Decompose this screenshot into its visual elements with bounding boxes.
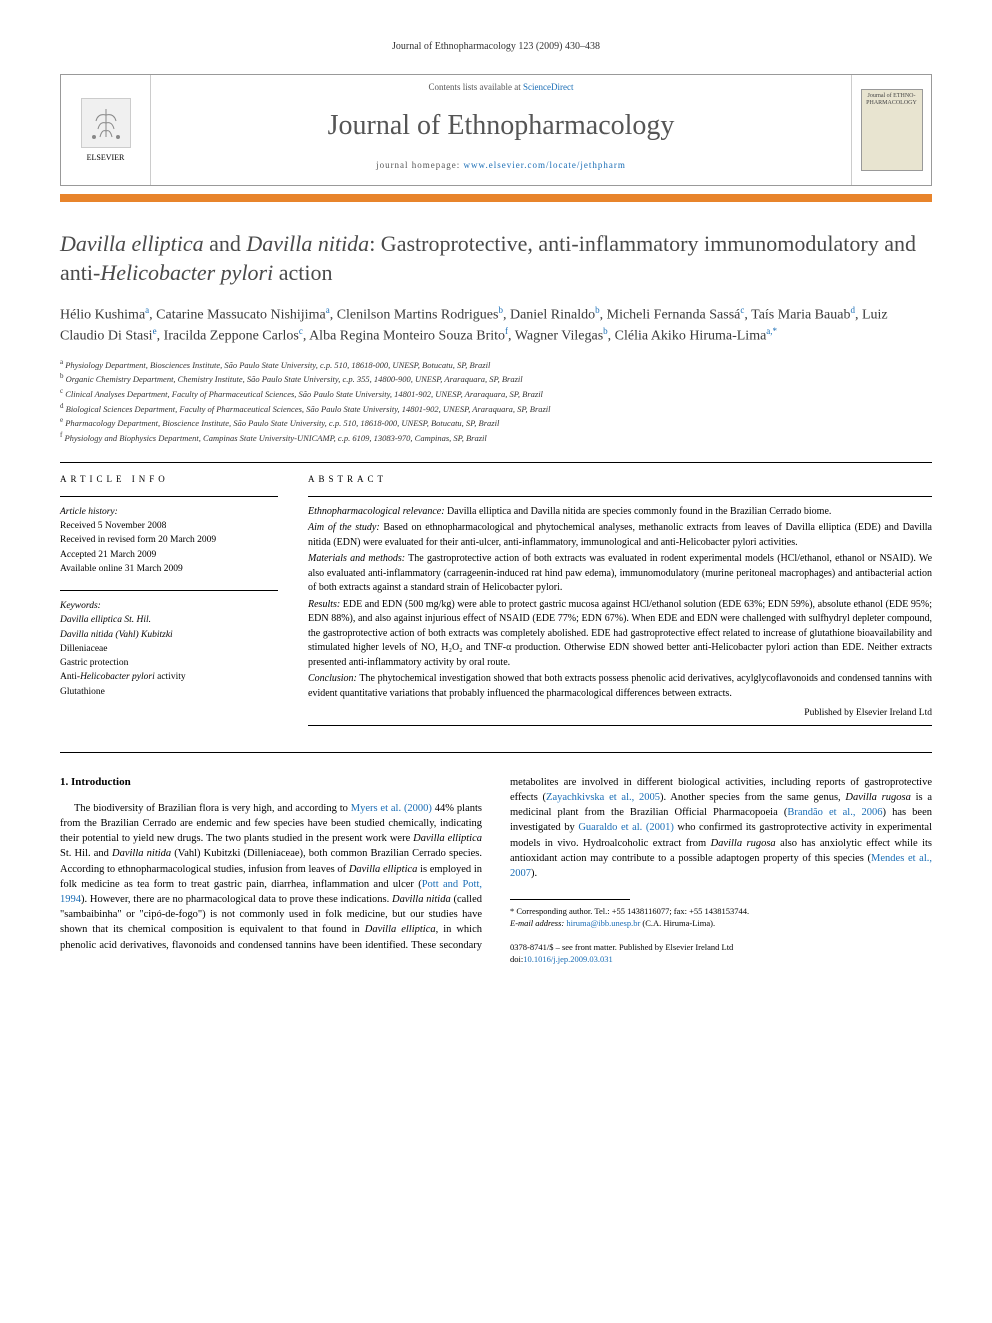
citation-link[interactable]: Myers et al. (2000) (351, 803, 432, 814)
journal-name: Journal of Ethnopharmacology (161, 106, 841, 145)
abstract-section: Conclusion: The phytochemical investigat… (308, 672, 932, 701)
affiliations: a Physiology Department, Biosciences Ins… (60, 357, 932, 444)
intro-paragraph-1: The biodiversity of Brazilian flora is v… (60, 775, 932, 966)
keyword: Dilleniaceae (60, 642, 278, 656)
contents-prefix: Contents lists available at (429, 82, 523, 92)
copyright-block: 0378-8741/$ – see front matter. Publishe… (510, 942, 932, 966)
homepage-prefix: journal homepage: (376, 160, 463, 170)
affiliation-line: a Physiology Department, Biosciences Ins… (60, 357, 932, 372)
history-line: Available online 31 March 2009 (60, 562, 278, 576)
title-text: and (204, 231, 247, 256)
keyword: Davilla elliptica St. Hil. (60, 613, 278, 627)
doi-link[interactable]: 10.1016/j.jep.2009.03.031 (523, 954, 612, 964)
journal-cover-thumbnail: Journal of ETHNO-PHARMACOLOGY (851, 75, 931, 185)
article-title: Davilla elliptica and Davilla nitida: Ga… (60, 230, 932, 287)
section-heading-introduction: 1. Introduction (60, 775, 482, 791)
affiliation-line: b Organic Chemistry Department, Chemistr… (60, 371, 932, 386)
corresponding-author: * Corresponding author. Tel.: +55 143811… (510, 906, 932, 918)
running-head: Journal of Ethnopharmacology 123 (2009) … (60, 40, 932, 54)
divider (308, 496, 932, 497)
divider (60, 496, 278, 497)
citation-link[interactable]: Brandão et al., 2006 (787, 807, 882, 818)
article-info-heading: ARTICLE INFO (60, 473, 278, 486)
article-history: Article history: Received 5 November 200… (60, 505, 278, 576)
affiliation-line: e Pharmacology Department, Bioscience In… (60, 415, 932, 430)
divider (60, 462, 932, 463)
elsevier-logo: ELSEVIER (61, 75, 151, 185)
history-line: Received 5 November 2008 (60, 519, 278, 533)
journal-masthead: ELSEVIER Contents lists available at Sci… (60, 74, 932, 186)
copyright-line: 0378-8741/$ – see front matter. Publishe… (510, 942, 932, 954)
affiliation-line: d Biological Sciences Department, Facult… (60, 401, 932, 416)
citation-link[interactable]: Zayachkivska et al., 2005 (546, 792, 660, 803)
affiliation-line: c Clinical Analyses Department, Faculty … (60, 386, 932, 401)
doi-line: doi:10.1016/j.jep.2009.03.031 (510, 954, 932, 966)
keywords-label: Keywords: (60, 599, 278, 613)
citation-link[interactable]: Guaraldo et al. (2001) (578, 822, 674, 833)
keywords-block: Keywords: Davilla elliptica St. Hil.Davi… (60, 599, 278, 699)
accent-bar (60, 194, 932, 202)
body-text: 1. Introduction The biodiversity of Braz… (60, 775, 932, 966)
abstract-heading: ABSTRACT (308, 473, 932, 486)
abstract-section: Aim of the study: Based on ethnopharmaco… (308, 521, 932, 550)
author-list: Hélio Kushimaa, Catarine Massucato Nishi… (60, 304, 932, 347)
abstract-body: Ethnopharmacological relevance: Davilla … (308, 505, 932, 702)
history-label: Article history: (60, 505, 278, 519)
footnotes: * Corresponding author. Tel.: +55 143811… (510, 906, 932, 930)
keyword: Davilla nitida (Vahl) Kubitzki (60, 628, 278, 642)
elsevier-tree-icon (81, 98, 131, 148)
keyword: Gastric protection (60, 656, 278, 670)
email-link[interactable]: hiruma@ibb.unesp.br (566, 918, 640, 928)
affiliation-line: f Physiology and Biophysics Department, … (60, 430, 932, 445)
divider (308, 725, 932, 726)
abstract-section: Ethnopharmacological relevance: Davilla … (308, 505, 932, 520)
cover-image: Journal of ETHNO-PHARMACOLOGY (861, 89, 923, 171)
journal-homepage-link[interactable]: www.elsevier.com/locate/jethpharm (464, 160, 626, 170)
abstract-section: Results: EDE and EDN (500 mg/kg) were ab… (308, 598, 932, 671)
divider (60, 590, 278, 591)
history-line: Received in revised form 20 March 2009 (60, 533, 278, 547)
title-species-2: Davilla nitida (246, 231, 369, 256)
homepage-line: journal homepage: www.elsevier.com/locat… (161, 159, 841, 172)
article-info-column: ARTICLE INFO Article history: Received 5… (60, 473, 278, 733)
history-line: Accepted 21 March 2009 (60, 548, 278, 562)
divider (60, 752, 932, 753)
keyword: Glutathione (60, 685, 278, 699)
publisher-line: Published by Elsevier Ireland Ltd (308, 707, 932, 720)
email-line: E-mail address: hiruma@ibb.unesp.br (C.A… (510, 918, 932, 930)
contents-available-line: Contents lists available at ScienceDirec… (161, 81, 841, 94)
sciencedirect-link[interactable]: ScienceDirect (523, 82, 573, 92)
footnote-divider (510, 899, 630, 900)
title-text: action (273, 260, 332, 285)
elsevier-text: ELSEVIER (87, 152, 125, 163)
abstract-column: ABSTRACT Ethnopharmacological relevance:… (308, 473, 932, 733)
title-species-1: Davilla elliptica (60, 231, 204, 256)
title-species-3: Helicobacter pylori (100, 260, 273, 285)
abstract-section: Materials and methods: The gastroprotect… (308, 552, 932, 596)
keyword: Anti-Helicobacter pylori activity (60, 670, 278, 684)
